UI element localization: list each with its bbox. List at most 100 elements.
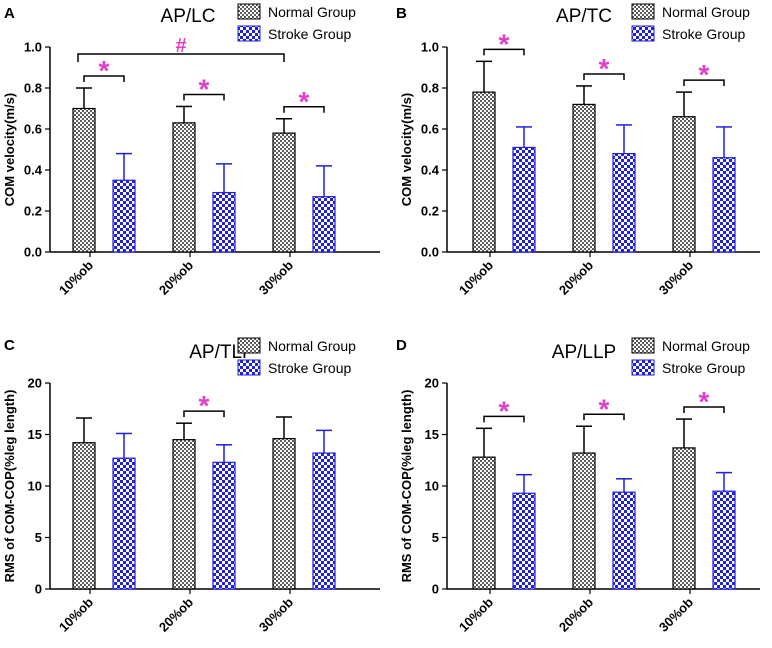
bar-normal-group	[672, 116, 696, 253]
bar-normal-group	[72, 107, 96, 253]
bar-normal-group	[672, 447, 696, 590]
y-tick-label: 0.8	[24, 81, 42, 96]
significance-bracket	[183, 410, 225, 418]
y-tick-label: 0	[432, 582, 439, 597]
bar-stroke-group	[712, 157, 736, 253]
y-axis-title: RMS of COM-COP(%leg length)	[2, 390, 17, 583]
significance-bracket	[583, 73, 625, 80]
bar-normal-group	[172, 439, 196, 590]
overall-significance-bracket	[77, 53, 285, 62]
legend-label: Normal Group	[268, 338, 356, 354]
chart-panel-b: B AP/TC Normal Group Stroke Group 0.0 0.2 0.4 0…	[396, 3, 760, 298]
panel-letter: C	[4, 337, 15, 354]
panel-letter: D	[396, 337, 407, 354]
x-tick-label: 10%ob	[56, 594, 96, 634]
x-tick-label: 20%ob	[156, 257, 196, 297]
bar-stroke-group	[512, 146, 536, 253]
bar-stroke-group	[712, 490, 736, 590]
y-tick-label: 20	[28, 376, 42, 391]
bar-stroke-group	[612, 491, 636, 590]
overall-significance-marker: #	[175, 35, 186, 57]
bar-stroke-group	[212, 191, 236, 253]
significance-star: *	[499, 395, 510, 426]
significance-bracket	[683, 406, 725, 414]
legend-label: Stroke Group	[662, 26, 745, 42]
x-tick-label: 30%ob	[656, 257, 696, 297]
chart-title: AP/LC	[161, 6, 216, 27]
legend-label: Stroke Group	[268, 360, 351, 376]
y-tick-label: 0.2	[24, 204, 42, 219]
y-axis-title: COM velocity(m/s)	[2, 93, 17, 206]
significance-star: *	[99, 55, 110, 86]
legend-label: Stroke Group	[662, 360, 745, 376]
significance-bracket	[583, 413, 625, 421]
y-tick-label: 20	[425, 376, 439, 391]
y-tick-label: 5	[35, 530, 42, 545]
bar-normal-group	[72, 442, 96, 590]
x-tick-label: 20%ob	[556, 594, 596, 634]
y-tick-label: 10	[28, 479, 42, 494]
significance-star: *	[699, 59, 710, 90]
x-tick-label: 10%ob	[56, 257, 96, 297]
bar-stroke-group	[312, 196, 336, 253]
bar-stroke-group	[312, 452, 336, 590]
significance-star: *	[599, 393, 610, 424]
y-tick-label: 10	[425, 479, 439, 494]
y-tick-label: 15	[425, 427, 439, 442]
significance-star: *	[199, 390, 210, 421]
y-tick-label: 0.6	[24, 122, 42, 137]
x-tick-label: 10%ob	[456, 594, 496, 634]
y-tick-label: 0.8	[421, 81, 439, 96]
y-tick-label: 15	[28, 427, 42, 442]
chart-title: AP/TC	[556, 6, 612, 27]
bar-normal-group	[572, 103, 596, 253]
panel-letter: A	[4, 5, 15, 22]
legend-swatch	[237, 337, 261, 354]
y-axis-title: RMS of COM-COP(%leg length)	[399, 390, 414, 583]
legend-label: Normal Group	[268, 4, 356, 20]
significance-bracket	[283, 106, 325, 113]
chart-panel-a: A AP/LC Normal Group Stroke Group 0.0 0.2 0.4 0…	[2, 3, 380, 298]
legend-label: Stroke Group	[268, 26, 351, 42]
legend-swatch	[631, 359, 655, 376]
legend-swatch	[631, 25, 655, 42]
y-tick-label: 0.0	[421, 245, 439, 260]
y-tick-label: 0.4	[421, 163, 440, 178]
chart-title: AP/LLP	[552, 342, 616, 363]
legend-label: Normal Group	[662, 4, 750, 20]
legend-swatch	[237, 359, 261, 376]
x-tick-label: 30%ob	[256, 594, 296, 634]
bar-normal-group	[572, 452, 596, 590]
bar-normal-group	[172, 122, 196, 253]
y-tick-label: 0	[35, 582, 42, 597]
y-tick-label: 0.4	[24, 163, 43, 178]
bar-stroke-group	[212, 461, 236, 590]
legend-swatch	[237, 3, 261, 20]
bar-normal-group	[272, 438, 296, 590]
bar-stroke-group	[112, 457, 136, 590]
bar-stroke-group	[512, 492, 536, 590]
significance-bracket	[183, 93, 225, 101]
significance-star: *	[299, 86, 310, 117]
legend-swatch	[631, 337, 655, 354]
significance-star: *	[699, 386, 710, 417]
significance-bracket	[483, 415, 525, 423]
y-axis-title: COM velocity(m/s)	[399, 93, 414, 206]
significance-star: *	[199, 73, 210, 104]
x-tick-label: 30%ob	[656, 594, 696, 634]
significance-bracket	[683, 79, 725, 87]
y-tick-label: 1.0	[421, 40, 439, 55]
chart-panel-d: D AP/LLP Normal Group Stroke Group 0 5 10 15 20 R…	[396, 337, 760, 635]
bar-normal-group	[272, 132, 296, 253]
legend-swatch	[631, 3, 655, 20]
legend-label: Normal Group	[662, 338, 750, 354]
bar-normal-group	[472, 91, 496, 253]
y-tick-label: 0.0	[24, 245, 42, 260]
bar-normal-group	[472, 456, 496, 590]
bar-stroke-group	[112, 179, 136, 253]
significance-star: *	[599, 53, 610, 84]
bar-stroke-group	[612, 153, 636, 253]
legend-swatch	[237, 25, 261, 42]
